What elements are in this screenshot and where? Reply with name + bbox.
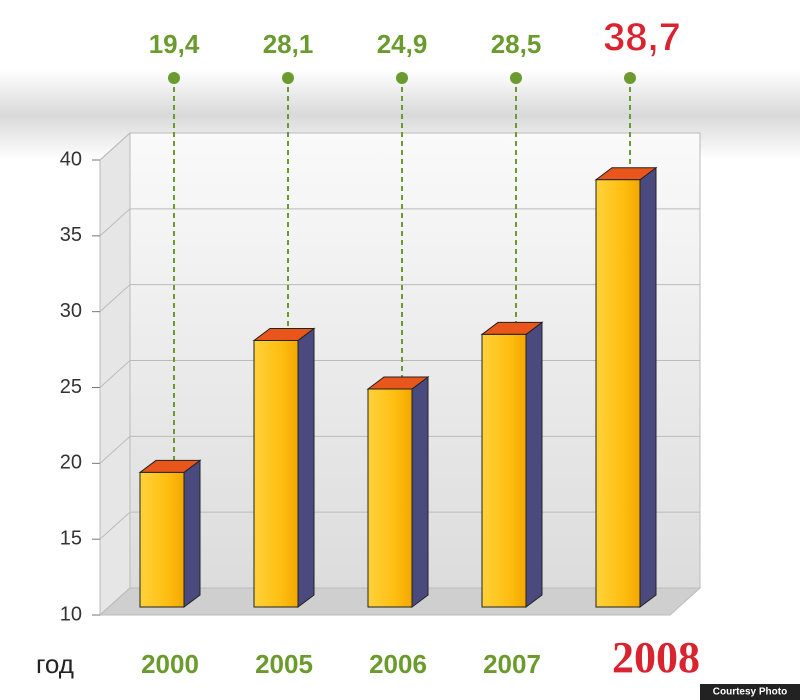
x-tick-label: 2005 [255, 649, 313, 679]
y-tick-label: 25 [60, 376, 82, 398]
grid-line [99, 435, 131, 464]
connector-dot [624, 72, 636, 84]
credit-box [700, 684, 800, 700]
grid-line [99, 587, 131, 616]
x-tick-label: 2007 [483, 649, 541, 679]
grid-line [99, 511, 131, 540]
bar [139, 471, 185, 608]
x-axis-label: год [36, 649, 74, 679]
y-tick-label: 10 [60, 603, 82, 625]
bar [595, 179, 641, 608]
bar-side [183, 459, 201, 608]
marks: 10 15 20 25 30 35 40 19,4 2000 28,1 2005 24,9 2006 28… [60, 15, 700, 682]
connector-dot [282, 72, 294, 84]
credit: Courtesy Photo [713, 687, 787, 698]
y-tick-label: 15 [60, 527, 82, 549]
x-tick-label: 2000 [141, 649, 199, 679]
value-label: 19,4 [149, 29, 200, 59]
x-tick-label: 2006 [369, 649, 427, 679]
bar-side [297, 327, 315, 608]
y-tick-label: 20 [60, 452, 82, 474]
bar [367, 388, 413, 608]
grid-line [99, 284, 131, 313]
bar-side [639, 166, 657, 608]
value-label: 38,7 [603, 16, 681, 60]
connector-dot [396, 72, 408, 84]
bar-side [411, 376, 429, 608]
grid-line [99, 208, 131, 237]
bar [481, 333, 527, 608]
y-tick-label: 30 [60, 300, 82, 322]
value-label: 28,1 [263, 29, 314, 59]
value-label: 24,9 [377, 29, 428, 59]
bar [253, 339, 299, 608]
x-tick-label: 2008 [612, 633, 700, 682]
grid-line [99, 360, 131, 388]
connector-dot [168, 72, 180, 84]
bar-side [525, 321, 543, 608]
y-tick-label: 40 [60, 148, 82, 170]
y-tick-label: 35 [60, 224, 82, 246]
connector-dot [510, 72, 522, 84]
value-label: 28,5 [491, 29, 542, 59]
grid-line [99, 132, 131, 161]
